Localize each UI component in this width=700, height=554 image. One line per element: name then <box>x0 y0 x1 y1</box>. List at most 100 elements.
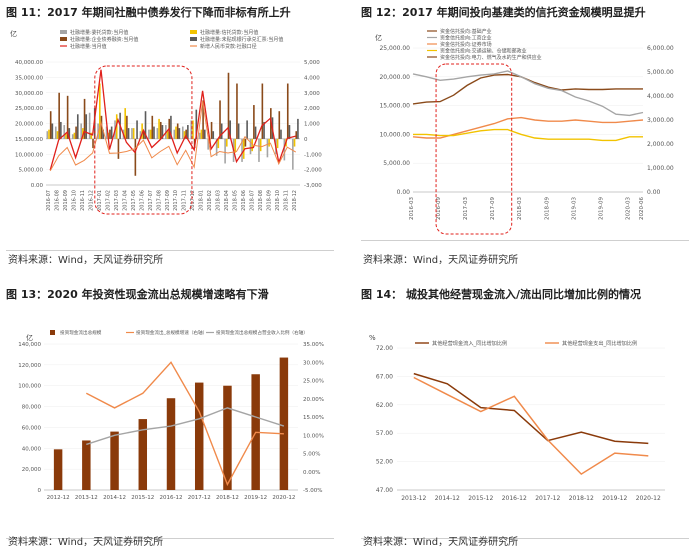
fig13-xtick-label: 2013-12 <box>75 495 98 501</box>
fig13-bar <box>194 382 204 490</box>
fig11-bar <box>126 115 128 139</box>
fig12-series-line <box>412 73 643 105</box>
fig11-bar <box>178 128 181 139</box>
fig12-xtick-label: 2019-09 <box>598 197 604 220</box>
fig13-ytick-label: 100,000 <box>18 384 41 390</box>
figure-14-source: 资料来源：Wind，天风证券研究所 <box>363 537 519 548</box>
fig11-bar <box>261 83 264 139</box>
fig11-legend-swatch <box>60 30 67 34</box>
fig11-bar <box>73 132 76 139</box>
fig13-xtick-label: 2017-12 <box>188 495 211 501</box>
fig13-xtick-label: 2020-12 <box>272 495 295 501</box>
fig12-series-line <box>412 70 644 117</box>
fig11-xtick-label: 2018-07 <box>249 190 255 211</box>
fig11-bar <box>229 120 231 139</box>
figure-11-title: 图 11：2017 年期间社融中债券发行下降而非标有所上升 <box>6 6 291 19</box>
fig13-y2tick-label: 5.00% <box>303 452 320 458</box>
fig13-legend-label: 投资现金流出总规模 <box>60 329 102 336</box>
fig11-xtick-label: 2016-08 <box>55 190 61 211</box>
fig11-bar <box>176 123 179 139</box>
fig11-xtick-label: 2017-11 <box>182 190 188 211</box>
fig11-bar <box>217 138 220 149</box>
fig11-bar <box>219 100 221 139</box>
fig12-legend-label: 资金信托投向:工商企业 <box>440 35 492 42</box>
fig11-bar <box>85 114 88 139</box>
fig12-highlight-box <box>435 63 513 235</box>
figure-12-panel: 图 12：2017 年期间投向基建类的信托资金规模明显提升 亿 0.00 5,000… <box>355 0 695 272</box>
fig11-bar <box>136 120 138 139</box>
fig11-bar <box>236 83 238 139</box>
fig13-y2tick-label: 10.00% <box>303 433 324 439</box>
fig11-bar <box>166 131 169 139</box>
fig13-legend-label: 投资现金流出总规模占营业收入比例（右轴） <box>216 329 308 336</box>
fig11-legend-label: 社融增量:委托贷款:当月值 <box>70 29 128 36</box>
fig11-bar <box>156 128 159 139</box>
fig11-y2tick-label: 1,000 <box>304 122 320 128</box>
fig11-bar <box>215 138 218 156</box>
fig11-bar <box>151 115 154 139</box>
fig11-bar <box>280 129 282 139</box>
figure-13-chart: 亿 0 20,000 40,000 60,000 80,000 100,000 120,000… <box>18 329 324 501</box>
fig13-y2tick-label: 15.00% <box>303 415 324 421</box>
figure-11-panel: 图 11：2017 年期间社融中债券发行下降而非标有所上升 亿 0.00 5,000… <box>0 0 340 272</box>
figure-11-chart: 亿 0.00 5,000.00 10,000.00 15,000.00 20,000.00… <box>10 29 322 215</box>
fig14-series-line <box>413 376 649 476</box>
fig11-bar <box>220 123 223 139</box>
fig11-bar <box>297 118 299 139</box>
figure-14-chart: % 47.00 52.00 57.00 62.00 67.00 72.00 2013-12 20… <box>369 334 665 502</box>
fig11-bar <box>92 138 94 149</box>
figure-12-chart: 亿 0.00 5,000.00 10,000.00 15,000.00 20,000.00… <box>375 28 674 235</box>
fig11-ytick-label: 0.00 <box>31 183 44 189</box>
fig12-legend-label: 资金信托投向:基础产业 <box>440 28 492 35</box>
fig12-ytick-label: 0.00 <box>397 189 411 196</box>
fig11-y2tick-label: 4,000 <box>304 75 320 81</box>
fig13-y2tick-label: 25.00% <box>303 379 324 385</box>
fig14-ytick-label: 62.00 <box>376 402 393 409</box>
fig11-bar <box>175 126 177 139</box>
fig11-bar <box>254 126 257 139</box>
fig13-ytick-label: 20,000 <box>22 467 42 473</box>
fig14-ytick-label: 47.00 <box>376 487 393 494</box>
fig14-ytick-label: 52.00 <box>376 459 393 466</box>
fig12-xtick-label: 2017-03 <box>463 197 469 220</box>
fig11-legend-label: 社融增量:信托贷款:当月值 <box>200 29 258 36</box>
fig11-bar <box>234 138 237 153</box>
fig11-ytick-label: 5,000.00 <box>19 168 44 174</box>
figure-12-source: 资料来源：Wind，天风证券研究所 <box>363 255 519 266</box>
fig11-bar <box>100 115 103 139</box>
fig12-y2tick-label: 5,000.00 <box>647 69 674 76</box>
fig11-bar <box>134 138 137 176</box>
fig11-legend-swatch <box>60 37 67 41</box>
fig11-legend-label: 社融增量:企业债券融资:当月值 <box>70 36 138 43</box>
fig13-ytick-label: 60,000 <box>22 425 42 431</box>
fig11-bar <box>268 138 270 147</box>
fig11-xtick-label: 2018-02 <box>207 190 213 211</box>
figure-13-divider <box>6 538 334 539</box>
fig11-bar <box>102 129 104 139</box>
fig13-bar <box>53 449 63 490</box>
fig12-ytick-label: 5,000.00 <box>383 160 410 167</box>
fig14-xtick-label: 2019-12 <box>602 495 627 502</box>
figure-11-divider <box>6 250 334 251</box>
fig14-xtick-label: 2020-12 <box>636 495 661 502</box>
fig11-bar <box>56 131 59 139</box>
fig11-xtick-label: 2018-01 <box>199 190 205 211</box>
fig11-ytick-label: 15,000.00 <box>15 137 43 143</box>
fig11-bar <box>109 129 111 139</box>
fig11-xtick-label: 2017-03 <box>114 190 120 211</box>
fig12-xtick-label: 2020-03 <box>625 197 631 220</box>
fig11-bar <box>158 118 160 139</box>
fig11-bar <box>190 120 193 139</box>
fig11-bar <box>198 132 201 139</box>
fig11-bar <box>241 138 243 162</box>
fig13-legend-label: 投资现金流出_总规模增速（右轴） <box>136 329 207 336</box>
fig14-yaxis-unit: % <box>369 334 376 342</box>
fig11-bar <box>60 121 62 139</box>
fig11-bar <box>127 128 130 139</box>
fig11-bar <box>251 138 254 152</box>
fig11-bar <box>117 138 120 159</box>
fig11-xtick-label: 2017-09 <box>165 190 171 211</box>
figure-11-source: 资料来源：Wind，天风证券研究所 <box>8 255 164 266</box>
fig11-bar <box>278 111 281 139</box>
fig11-bar <box>202 100 204 139</box>
